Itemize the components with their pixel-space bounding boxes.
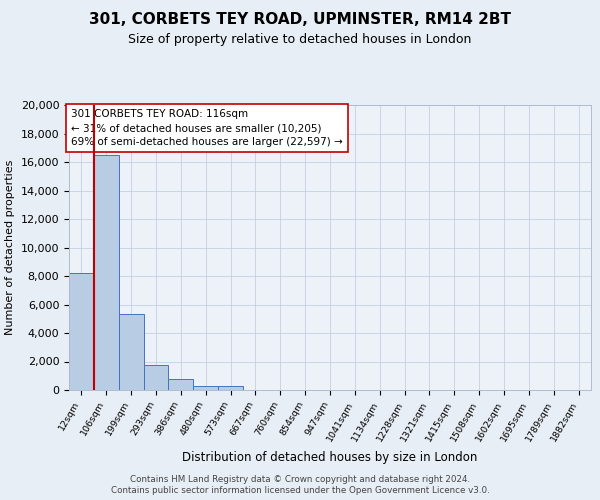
Bar (143, 365, 169, 390)
Bar (169, 380, 193, 390)
X-axis label: Distribution of detached houses by size in London: Distribution of detached houses by size … (182, 451, 478, 464)
Bar (119, 314, 143, 390)
Text: Contains public sector information licensed under the Open Government Licence v3: Contains public sector information licen… (110, 486, 490, 495)
Text: Contains HM Land Registry data © Crown copyright and database right 2024.: Contains HM Land Registry data © Crown c… (130, 475, 470, 484)
Bar (218, 386, 243, 390)
Y-axis label: Number of detached properties: Number of detached properties (5, 160, 15, 335)
Text: Size of property relative to detached houses in London: Size of property relative to detached ho… (128, 32, 472, 46)
Text: 301, CORBETS TEY ROAD, UPMINSTER, RM14 2BT: 301, CORBETS TEY ROAD, UPMINSTER, RM14 2… (89, 12, 511, 28)
Text: 301 CORBETS TEY ROAD: 116sqm
← 31% of detached houses are smaller (10,205)
69% o: 301 CORBETS TEY ROAD: 116sqm ← 31% of de… (71, 110, 343, 148)
Bar (193, 386, 218, 390)
Bar (69, 273, 94, 390)
Bar (94, 155, 119, 390)
